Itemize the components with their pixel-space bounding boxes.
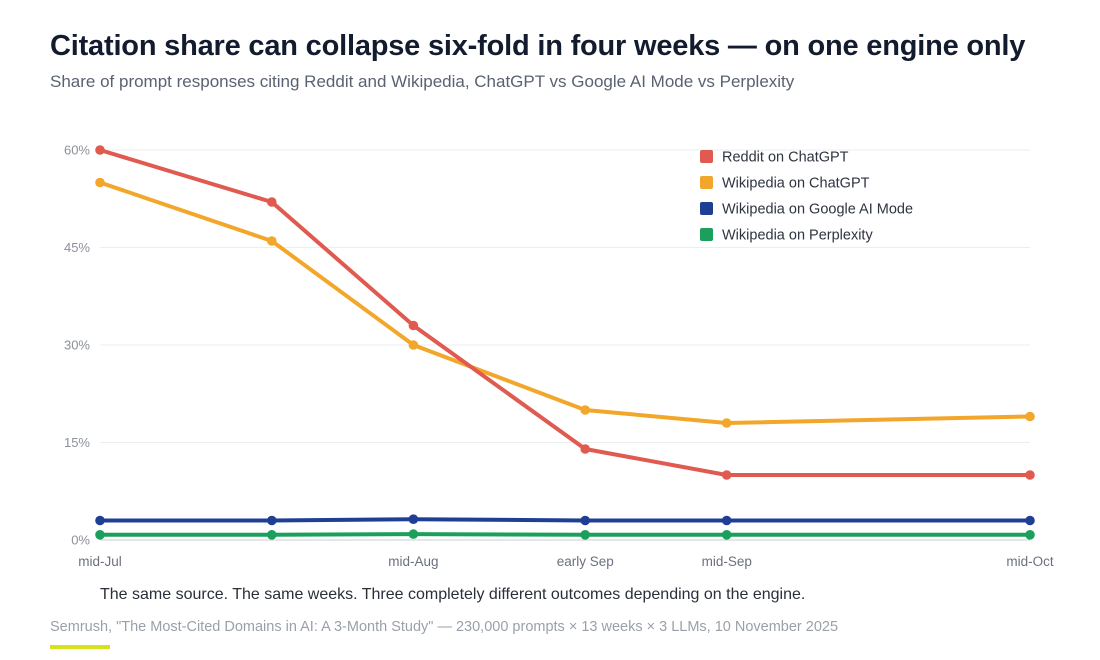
data-point [95, 515, 105, 526]
data-point [95, 177, 105, 188]
data-point [408, 320, 419, 331]
y-tick-label: 0% [71, 533, 90, 548]
legend-label: Wikipedia on Google AI Mode [722, 202, 913, 218]
data-point [1025, 411, 1035, 422]
legend-label: Wikipedia on Perplexity [722, 228, 873, 244]
legend-swatch [700, 202, 713, 215]
data-point [267, 197, 277, 207]
y-tick-label: 45% [64, 240, 90, 255]
chart-title: Citation share can collapse six-fold in … [50, 30, 1026, 62]
data-point [1025, 470, 1035, 480]
data-point [580, 515, 590, 526]
data-point [721, 530, 732, 540]
data-point [267, 515, 277, 526]
data-point [580, 444, 590, 454]
data-point [95, 530, 105, 540]
y-axis-ticks: 0% 15% 30% 45% 60% [64, 143, 90, 548]
data-point [267, 530, 277, 540]
x-axis-ticks: mid-Jul mid-Aug early Sep mid-Sep mid-Oct [78, 554, 1054, 569]
series-4 [95, 529, 1035, 540]
series-3 [95, 514, 1035, 526]
data-point [721, 418, 732, 428]
source-note: Semrush, "The Most-Cited Domains in AI: … [50, 619, 839, 635]
data-point [408, 514, 419, 524]
y-tick-label: 15% [64, 435, 90, 450]
series-1 [95, 145, 1035, 480]
x-tick-label: early Sep [557, 554, 614, 569]
y-tick-label: 60% [64, 143, 90, 158]
series-line [98, 148, 1032, 477]
data-point [408, 529, 419, 539]
x-tick-label: mid-Oct [1006, 554, 1053, 569]
series-lines [95, 145, 1035, 540]
chart-subtitle: Share of prompt responses citing Reddit … [50, 72, 795, 91]
data-point [580, 530, 590, 540]
x-tick-label: mid-Aug [388, 554, 438, 569]
series-line [98, 517, 1032, 523]
accent-bar [50, 645, 110, 649]
legend-swatch [700, 150, 713, 163]
legend-label: Wikipedia on ChatGPT [722, 176, 870, 192]
series-line [98, 532, 1032, 537]
data-point [1025, 530, 1035, 540]
legend-label: Reddit on ChatGPT [722, 150, 849, 166]
data-point [580, 405, 590, 415]
series-2 [95, 177, 1035, 428]
legend-swatch [700, 176, 713, 189]
series-line [98, 180, 1032, 425]
data-point [1025, 515, 1035, 526]
gridlines [100, 149, 1030, 541]
legend-swatch [700, 228, 713, 241]
x-tick-label: mid-Jul [78, 554, 122, 569]
y-tick-label: 30% [64, 338, 90, 353]
x-tick-label: mid-Sep [702, 554, 752, 569]
data-point [408, 340, 419, 350]
data-point [721, 515, 732, 526]
legend: Reddit on ChatGPT Wikipedia on ChatGPT Wik… [700, 150, 913, 244]
data-point [267, 236, 277, 246]
data-point [95, 145, 105, 155]
data-point [721, 470, 732, 480]
chart-caption: The same source. The same weeks. Three c… [100, 586, 806, 603]
